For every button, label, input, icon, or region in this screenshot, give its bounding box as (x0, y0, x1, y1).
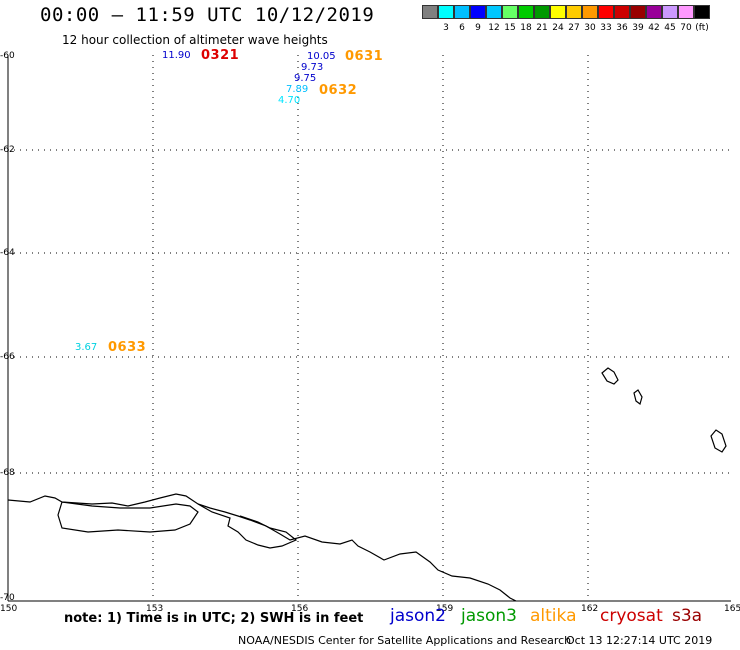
lon-label: 159 (436, 604, 454, 614)
wave-height-value: 3.67 (75, 342, 98, 353)
legend-label: 9 (475, 23, 481, 33)
footer-note: note: 1) Time is in UTC; 2) SWH is in fe… (64, 611, 364, 626)
lat-label: -62 (0, 145, 15, 155)
wave-height-value: 10.05 (307, 51, 336, 62)
legend-label: 70 (680, 23, 692, 33)
lat-label: -68 (0, 468, 15, 478)
lon-label: 150 (0, 604, 18, 614)
island-1 (601, 367, 619, 385)
legend-label: 15 (504, 23, 516, 33)
lat-label: -64 (0, 248, 15, 258)
legend-swatch (662, 5, 678, 19)
legend-swatch (550, 5, 566, 19)
legend-swatch (582, 5, 598, 19)
legend-swatch (438, 5, 454, 19)
lon-label: 153 (146, 604, 164, 614)
legend-label: 45 (664, 23, 676, 33)
pass-time-label: 0631 (345, 49, 384, 64)
legend-label: 36 (616, 23, 628, 33)
legend-swatch (630, 5, 646, 19)
legend-swatch (486, 5, 502, 19)
lat-label: -66 (0, 352, 15, 362)
pass-time-label: 0633 (108, 340, 147, 355)
pass-time-label: 0632 (319, 83, 358, 98)
legend-swatch (422, 5, 438, 19)
legend-label: 21 (536, 23, 548, 33)
lon-label: 162 (581, 604, 599, 614)
lon-label: 165 (724, 604, 740, 614)
legend-swatch (534, 5, 550, 19)
lat-gridlines (8, 149, 731, 474)
satellite-label-altika: altika (530, 606, 577, 626)
map-frame (7, 55, 731, 602)
antarctic-coastline (7, 493, 517, 602)
legend-label: 12 (488, 23, 500, 33)
legend-swatch (502, 5, 518, 19)
footer-timestamp: Oct 13 12:27:14 UTC 2019 (566, 634, 713, 647)
legend-label: 24 (552, 23, 564, 33)
legend-units: (ft) (695, 23, 709, 33)
legend-swatch (614, 5, 630, 19)
page-subtitle: 12 hour collection of altimeter wave hei… (62, 33, 328, 47)
legend-label: 39 (632, 23, 644, 33)
wave-height-value: 7.89 (286, 84, 309, 95)
legend-label: 33 (600, 23, 612, 33)
footer-credit: NOAA/NESDIS Center for Satellite Applica… (238, 634, 572, 647)
satellite-label-jason2: jason2 (390, 606, 446, 626)
lon-label: 156 (291, 604, 309, 614)
lon-gridlines (152, 55, 589, 601)
island-2 (633, 389, 643, 406)
page-title: 00:00 – 11:59 UTC 10/12/2019 (40, 4, 375, 26)
coastline-bay (197, 503, 298, 549)
legend-label: 18 (520, 23, 532, 33)
legend-label: 42 (648, 23, 660, 33)
wave-height-value: 11.90 (162, 50, 191, 61)
satellite-label-cryosat: cryosat (600, 606, 663, 626)
coastline-inlet (57, 501, 199, 533)
wave-height-value: 9.75 (294, 73, 317, 84)
legend-swatch (646, 5, 662, 19)
satellite-label-s3a: s3a (672, 606, 703, 626)
legend-swatch (470, 5, 486, 19)
lat-label: -60 (0, 51, 15, 61)
wave-height-value: 4.70 (278, 95, 301, 106)
wave-height-value: 9.73 (301, 62, 324, 73)
pass-time-label: 0321 (201, 48, 240, 63)
lat-label: -70 (0, 593, 15, 603)
legend-label: 3 (443, 23, 449, 33)
satellite-label-jason3: jason3 (461, 606, 517, 626)
legend-label: 27 (568, 23, 580, 33)
legend-swatch (566, 5, 582, 19)
legend-swatch (454, 5, 470, 19)
island-3 (710, 429, 727, 453)
legend-swatch (518, 5, 534, 19)
legend-swatch (678, 5, 694, 19)
legend-swatch (598, 5, 614, 19)
legend-label: 6 (459, 23, 465, 33)
legend-swatch (694, 5, 710, 19)
legend-label: 30 (584, 23, 596, 33)
